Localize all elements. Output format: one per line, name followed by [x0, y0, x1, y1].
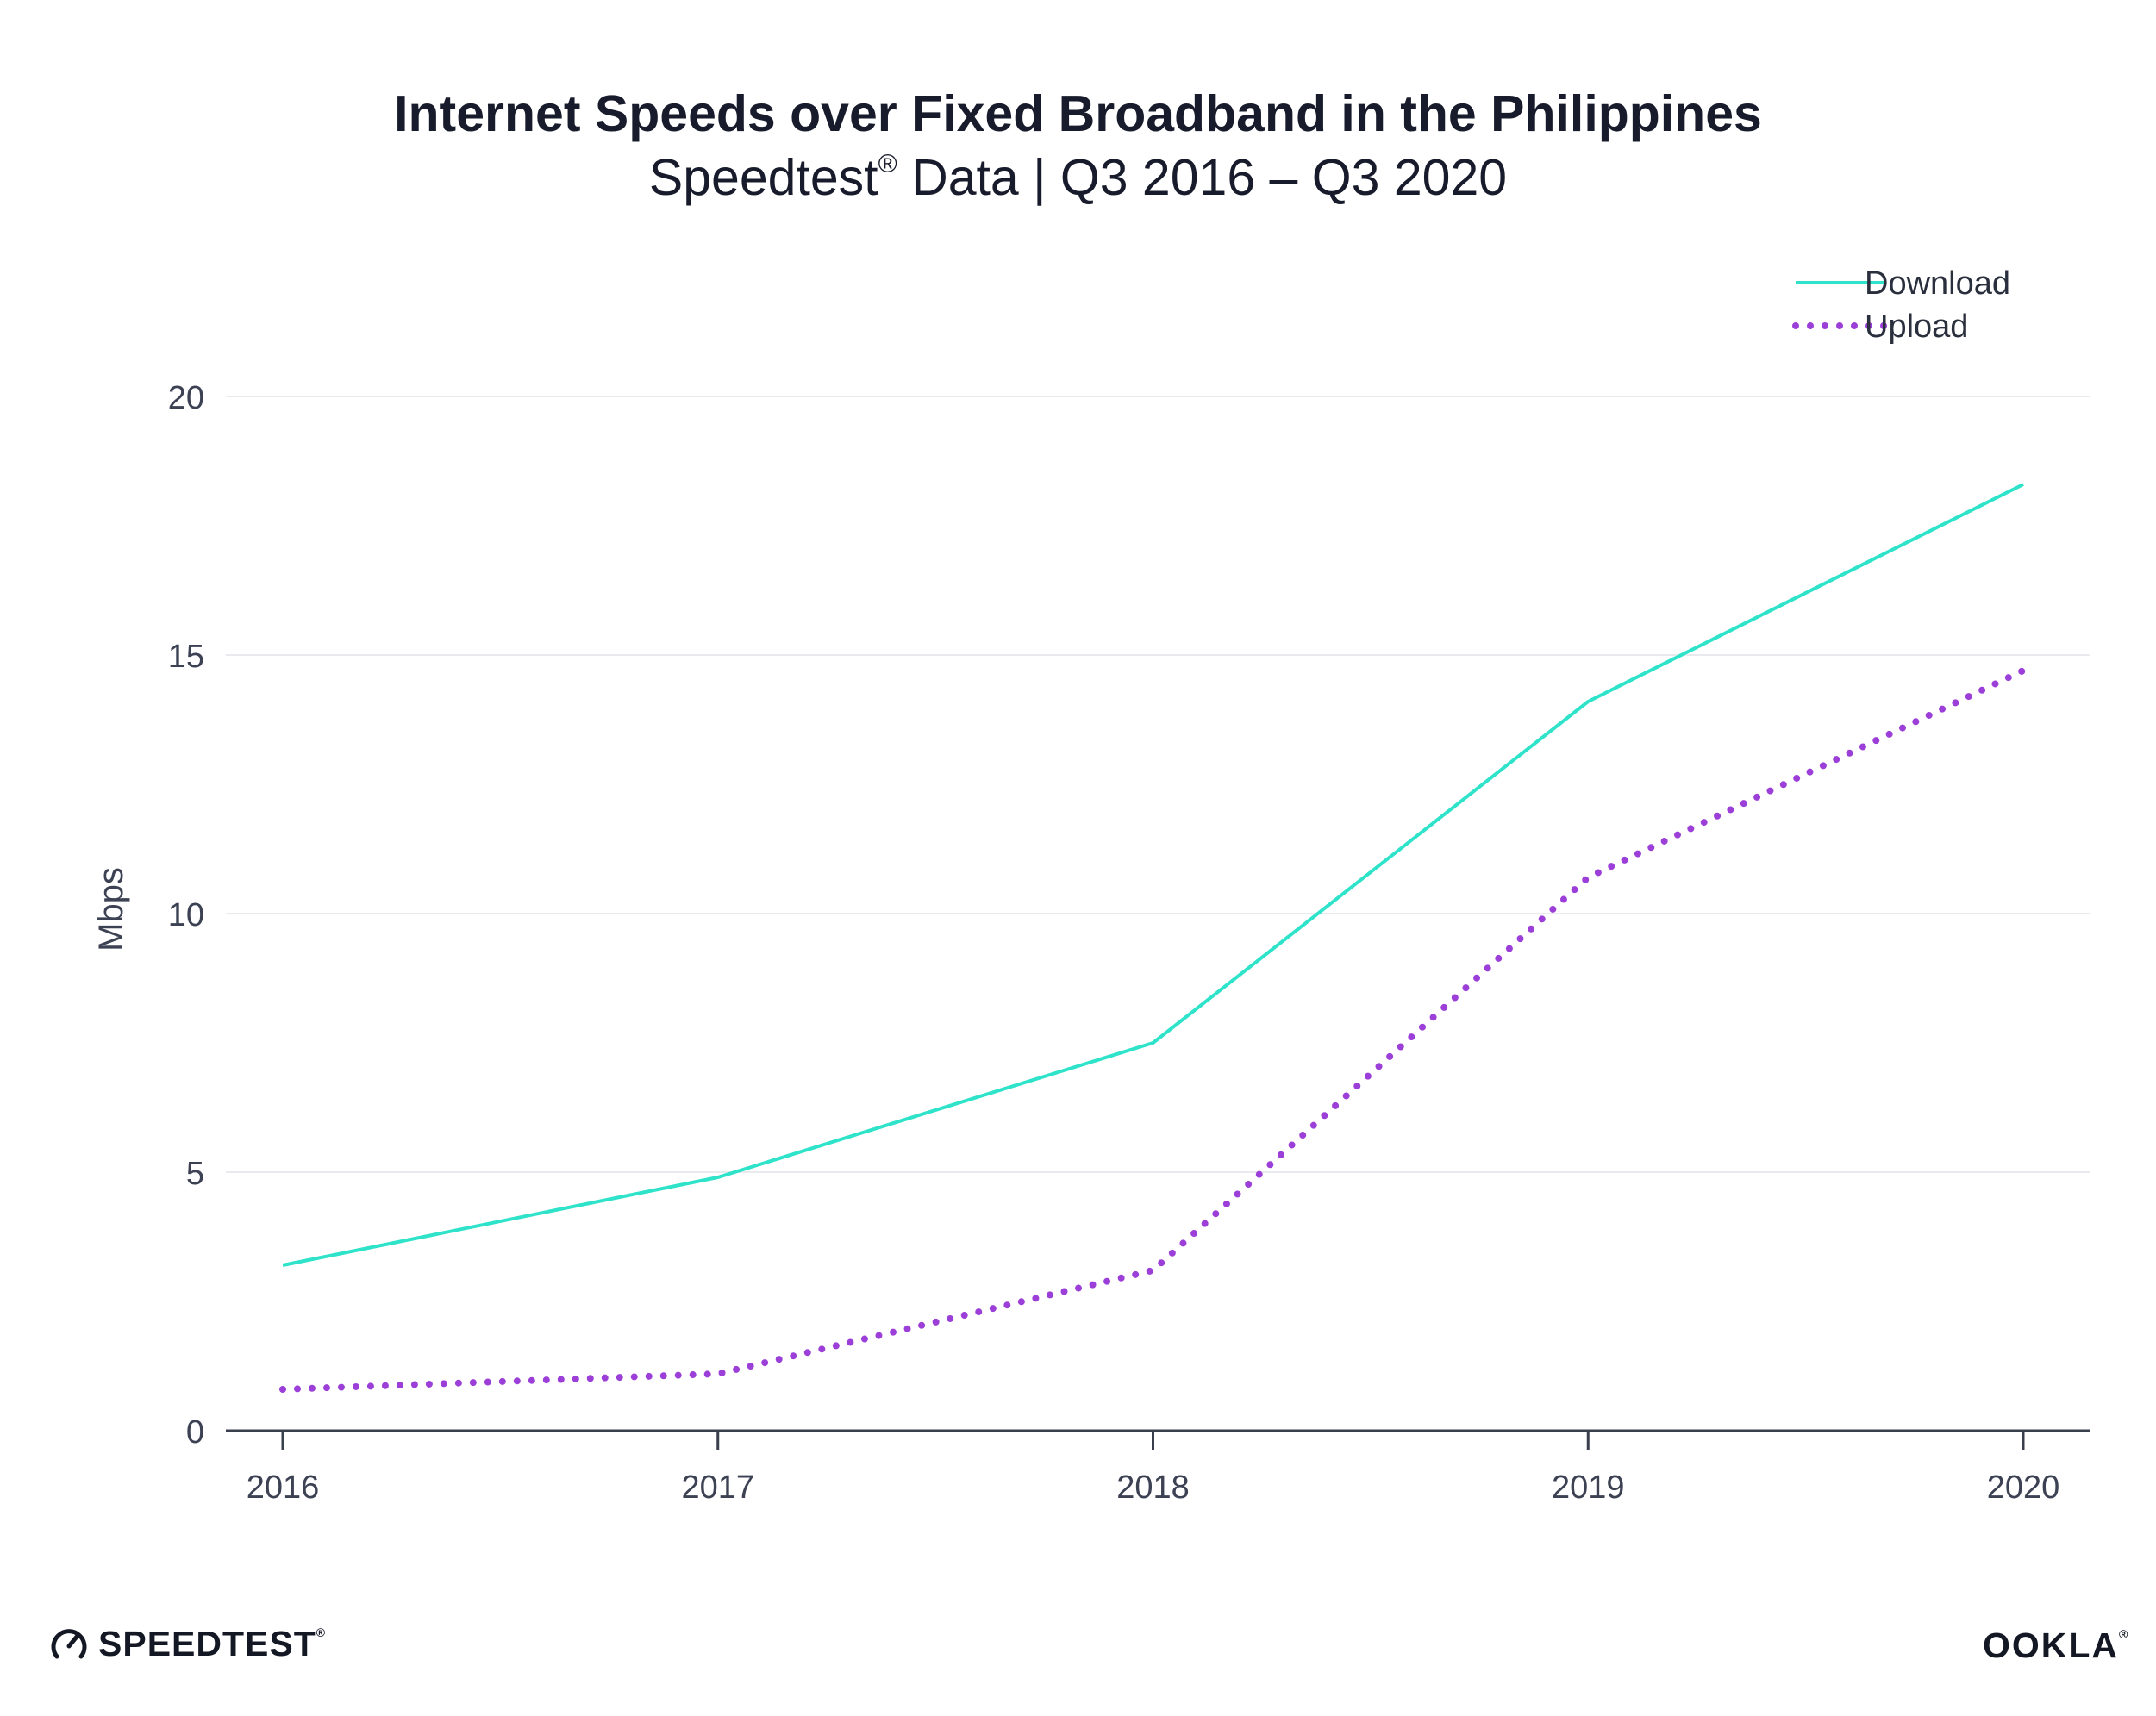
gridlines [226, 396, 2090, 1173]
y-tick-label: 0 [186, 1414, 204, 1451]
x-tick-label: 2017 [681, 1470, 754, 1506]
series-line-download [282, 483, 2024, 1267]
speedtest-logo: SPEEDTEST® [50, 1624, 326, 1664]
chart-title: Internet Speeds over Fixed Broadband in … [394, 85, 1762, 142]
x-tick-label: 2018 [1116, 1470, 1190, 1506]
series-lines [279, 483, 2027, 1393]
subtitle-registered-mark: ® [878, 150, 897, 178]
y-axis-label: Mbps [92, 867, 130, 952]
y-tick-label: 5 [186, 1156, 204, 1192]
legend: Download Upload [1792, 265, 2010, 345]
y-tick-label: 10 [168, 897, 204, 933]
speedometer-icon [51, 1628, 87, 1658]
y-tick-label: 20 [168, 380, 204, 416]
x-tick-label: 2020 [1987, 1470, 2060, 1506]
chart-subtitle: Speedtest® Data | Q3 2016 – Q3 2020 [0, 148, 2156, 207]
subtitle-range: Data | Q3 2016 – Q3 2020 [897, 149, 1508, 206]
x-tick-label: 2019 [1552, 1470, 1625, 1506]
y-tick-label: 15 [168, 639, 204, 675]
legend-label: Download [1865, 265, 2010, 302]
legend-label: Upload [1865, 309, 1968, 345]
ookla-logo: OOKLA® [1983, 1626, 2130, 1665]
subtitle-brand: Speedtest [648, 149, 878, 206]
x-tick-label: 2016 [247, 1470, 320, 1506]
x-axis: 2016 2017 2018 2019 2020 [226, 1429, 2090, 1506]
series-line-upload [279, 667, 2027, 1393]
y-tick-labels: 0 5 10 15 20 [168, 380, 204, 1451]
speedtest-wordmark: SPEEDTEST® [98, 1624, 327, 1663]
